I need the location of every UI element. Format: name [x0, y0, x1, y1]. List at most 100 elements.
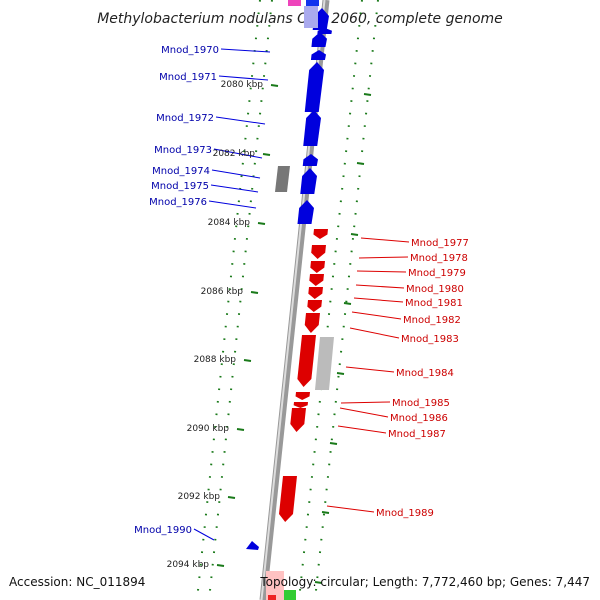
gene-feature	[288, 0, 301, 6]
reverse-gene-feature	[309, 274, 324, 286]
label-leader-line	[351, 311, 402, 320]
reverse-gene-feature	[279, 476, 297, 522]
scale-major-tick	[227, 496, 236, 499]
label-leader-line	[356, 270, 407, 273]
guide-ring-line	[208, 0, 273, 600]
forward-gene-feature	[297, 200, 314, 224]
gene-label-reverse: Mnod_1982	[403, 315, 461, 326]
guide-ring-line	[314, 0, 379, 600]
gene-label-forward: Mnod_1976	[149, 197, 207, 208]
forward-gene-feature	[302, 154, 318, 166]
forward-gene-feature	[300, 168, 317, 194]
gene-feature	[266, 571, 284, 600]
reverse-gene-feature	[310, 261, 325, 273]
forward-gene-feature	[311, 32, 327, 47]
gene-label-reverse: Mnod_1986	[390, 413, 448, 424]
scale-major-tick	[262, 153, 271, 156]
scale-major-tick	[321, 511, 330, 514]
gene-label-forward: Mnod_1973	[154, 145, 212, 156]
scale-major-tick	[343, 302, 352, 305]
reverse-gene-feature	[293, 402, 308, 408]
scale-major-tick	[356, 162, 365, 165]
scale-label: 2088 kbp	[194, 355, 237, 365]
accession-text: Accession: NC_011894	[9, 575, 145, 589]
reverse-gene-feature	[304, 313, 320, 333]
gene-label-reverse: Mnod_1977	[411, 238, 469, 249]
scale-major-tick	[257, 222, 266, 225]
label-leader-line	[337, 425, 387, 434]
label-leader-line	[210, 184, 259, 193]
scale-major-tick	[363, 93, 372, 96]
gene-label-reverse: Mnod_1985	[392, 398, 450, 409]
forward-gene-feature	[246, 541, 259, 550]
label-leader-line	[218, 75, 269, 81]
label-leader-line	[215, 116, 266, 125]
label-leader-line	[360, 237, 410, 243]
scale-major-tick	[350, 233, 359, 236]
gene-label-reverse: Mnod_1989	[376, 508, 434, 519]
label-leader-line	[220, 48, 271, 53]
reverse-gene-feature	[290, 408, 306, 432]
label-leader-line	[355, 284, 405, 289]
label-leader-line	[353, 297, 404, 303]
scale-major-tick	[236, 428, 245, 431]
label-leader-line	[340, 401, 391, 404]
scale-major-tick	[216, 564, 225, 567]
scale-major-tick	[314, 581, 323, 584]
gene-label-forward: Mnod_1974	[152, 166, 210, 177]
label-leader-line	[339, 407, 389, 418]
scale-major-tick	[270, 84, 279, 87]
forward-gene-feature	[304, 62, 324, 112]
gene-label-forward: Mnod_1990	[134, 525, 192, 536]
scale-label: 2092 kbp	[178, 492, 221, 502]
gene-feature	[304, 6, 318, 28]
label-leader-line	[193, 528, 215, 541]
forward-gene-feature	[310, 50, 326, 60]
gene-features	[246, 0, 334, 600]
forward-gene-feature	[317, 28, 332, 34]
label-leader-line	[345, 366, 395, 373]
map-title: Methylobacterium nodulans ORS 2060, comp…	[97, 11, 503, 27]
gene-label-forward: Mnod_1970	[161, 45, 219, 56]
scale-label: 2090 kbp	[187, 424, 230, 434]
gene-label-reverse: Mnod_1981	[405, 298, 463, 309]
reverse-gene-feature	[297, 335, 316, 387]
pseudo-gene-feature	[315, 337, 334, 390]
gene-label-forward: Mnod_1971	[159, 72, 217, 83]
label-leader-line	[211, 169, 261, 179]
gene-labels: Mnod_1970 Mnod_1971 Mnod_1972 Mnod_1973 Mnod…	[134, 45, 469, 541]
pseudo-gene-feature	[275, 166, 290, 192]
reverse-gene-feature	[295, 392, 310, 400]
label-leader-line	[208, 200, 257, 209]
scale-major-tick	[243, 359, 252, 362]
scale-ticks: 2080 kbp 2082 kbp 2084 kbp 2086 kbp 2088 kbp…	[167, 80, 372, 584]
gene-label-reverse: Mnod_1979	[408, 268, 466, 279]
forward-gene-feature	[303, 110, 321, 146]
gene-feature	[284, 590, 296, 600]
scale-label: 2082 kbp	[213, 149, 256, 159]
gene-label-reverse: Mnod_1987	[388, 429, 446, 440]
gene-feature	[306, 0, 319, 6]
label-leader-line	[213, 148, 263, 159]
label-leader-line	[349, 327, 400, 339]
scale-label: 2086 kbp	[201, 287, 244, 297]
gene-label-reverse: Mnod_1980	[406, 284, 464, 295]
gene-label-reverse: Mnod_1984	[396, 368, 454, 379]
reverse-gene-feature	[307, 300, 322, 312]
guide-ring-line	[196, 0, 261, 600]
gene-label-reverse: Mnod_1978	[410, 253, 468, 264]
reverse-gene-feature	[311, 245, 326, 259]
scale-major-tick	[250, 291, 259, 294]
label-leader-line	[326, 505, 375, 513]
scale-major-tick	[329, 442, 338, 445]
scale-label: 2084 kbp	[208, 218, 251, 228]
reverse-gene-feature	[313, 229, 328, 239]
scale-label: 2080 kbp	[221, 80, 264, 90]
gene-label-forward: Mnod_1972	[156, 113, 214, 124]
gene-label-reverse: Mnod_1983	[401, 334, 459, 345]
reverse-gene-feature	[308, 287, 323, 299]
gene-feature	[268, 595, 276, 600]
scale-label: 2094 kbp	[167, 560, 210, 570]
topology-summary: Topology: circular; Length: 7,772,460 bp…	[259, 575, 590, 589]
